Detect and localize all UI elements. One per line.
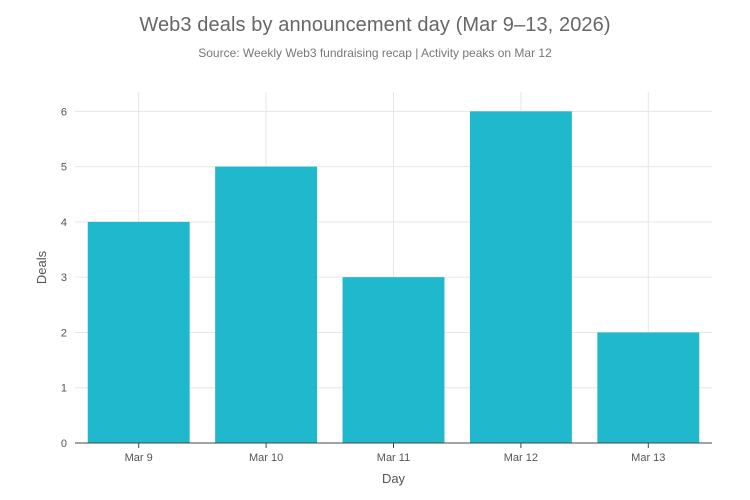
bar (215, 166, 318, 443)
x-tick-label: Mar 12 (504, 452, 538, 464)
x-tick-label: Mar 10 (249, 452, 283, 464)
bar (342, 277, 445, 443)
bar (469, 111, 572, 443)
chart-title: Web3 deals by announcement day (Mar 9–13… (139, 14, 611, 36)
y-tick-label: 0 (61, 438, 67, 450)
x-tick-label: Mar 9 (125, 452, 153, 464)
y-tick-label: 3 (61, 272, 67, 284)
chart-subtitle: Source: Weekly Web3 fundraising recap | … (198, 46, 552, 60)
y-tick-label: 6 (61, 106, 67, 118)
y-tick-label: 2 (61, 327, 67, 339)
x-tick-labels: Mar 9 Mar 10 Mar 11 Mar 12 Mar 13 (125, 443, 665, 464)
y-tick-labels: 0 1 2 3 4 5 6 (61, 106, 67, 450)
y-tick-label: 1 (61, 383, 67, 395)
bar (87, 221, 190, 443)
y-tick-label: 5 (61, 162, 67, 174)
x-axis-title: Day (382, 471, 406, 486)
y-tick-label: 4 (61, 217, 67, 229)
x-tick-label: Mar 13 (631, 452, 665, 464)
y-axis-title: Deals (34, 250, 49, 284)
bar (597, 332, 700, 443)
bars (87, 111, 700, 443)
x-tick-label: Mar 11 (377, 452, 410, 464)
